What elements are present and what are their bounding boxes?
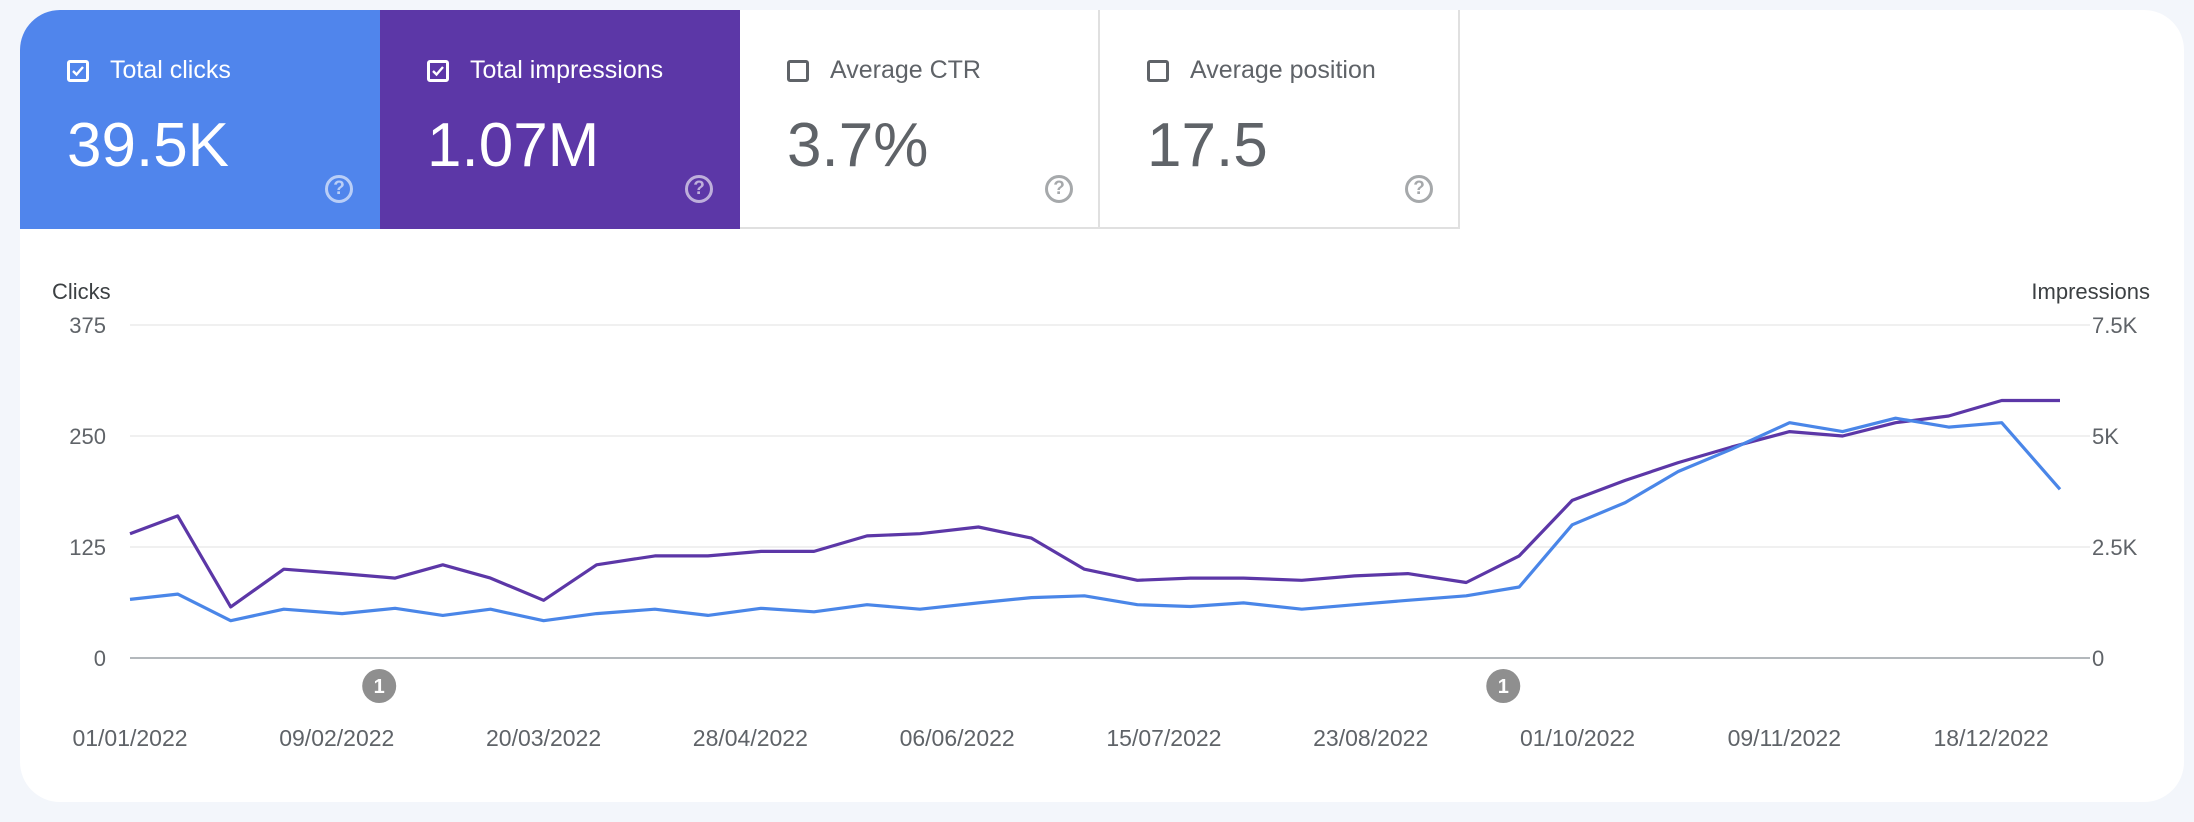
chart-grid [130,324,2090,659]
metric-value: 3.7% [787,111,929,180]
metric-total-impressions[interactable]: Total impressions 1.07M ? [380,10,740,229]
performance-card: Total clicks 39.5K ? Total impressions 1… [20,10,2184,802]
checkbox-unchecked-icon[interactable] [1147,60,1169,82]
checkbox-checked-icon[interactable] [427,60,449,82]
x-tick-label: 28/04/2022 [693,725,808,751]
metric-label: Total impressions [470,56,664,84]
metric-total-clicks[interactable]: Total clicks 39.5K ? [20,10,380,229]
x-tick-label: 01/10/2022 [1520,725,1635,751]
help-icon[interactable]: ? [1405,175,1433,203]
right-tick-label: 2.5K [2092,535,2138,560]
left-axis-title: Clicks [52,279,111,304]
right-tick-label: 5K [2092,424,2119,449]
metric-value: 1.07M [427,111,600,180]
x-tick-label: 01/01/2022 [72,725,187,751]
help-icon[interactable]: ? [325,175,353,203]
impressions-series-line [129,398,2060,609]
metric-tabs: Total clicks 39.5K ? Total impressions 1… [20,10,1460,229]
x-tick-label: 20/03/2022 [486,725,601,751]
left-axis-ticks: 0 125 250 375 [69,313,106,671]
left-tick-label: 375 [69,313,106,338]
help-icon[interactable]: ? [685,175,713,203]
x-tick-label: 18/12/2022 [1934,725,2049,751]
right-axis-title: Impressions [2031,279,2150,304]
x-tick-label: 09/11/2022 [1728,725,1841,751]
metric-average-position[interactable]: Average position 17.5 ? [1100,10,1460,229]
metric-label: Average position [1190,56,1376,84]
left-tick-label: 0 [94,646,106,671]
x-tick-label: 06/06/2022 [900,725,1015,751]
annotation-label: 1 [1498,676,1509,698]
help-icon[interactable]: ? [1045,175,1073,203]
x-tick-label: 15/07/2022 [1106,725,1221,751]
checkbox-unchecked-icon[interactable] [787,60,809,82]
right-tick-label: 0 [2092,646,2104,671]
annotation-marker [1486,669,1521,703]
metric-value: 17.5 [1147,111,1268,180]
metric-label: Total clicks [110,56,231,84]
metric-average-ctr[interactable]: Average CTR 3.7% ? [740,10,1100,229]
left-tick-label: 125 [69,535,106,560]
annotation-label: 1 [374,676,385,698]
performance-chart: Clicks Impressions 0 125 250 375 0 2.5K 5K 7.5… [52,279,2150,751]
left-tick-label: 250 [69,424,106,449]
metric-value: 39.5K [67,111,230,180]
x-tick-label: 09/02/2022 [279,725,394,751]
chart-series [129,398,2062,623]
right-tick-label: 7.5K [2092,313,2138,338]
x-axis-ticks: 01/01/2022 09/02/2022 20/03/2022 28/04/2022… [72,725,2048,751]
annotation-marker [362,669,397,703]
right-axis-ticks: 0 2.5K 5K 7.5K [2092,313,2138,671]
clicks-series-line [129,416,2062,623]
checkbox-checked-icon[interactable] [67,60,89,82]
metric-label: Average CTR [830,56,981,84]
x-tick-label: 23/08/2022 [1313,725,1428,751]
